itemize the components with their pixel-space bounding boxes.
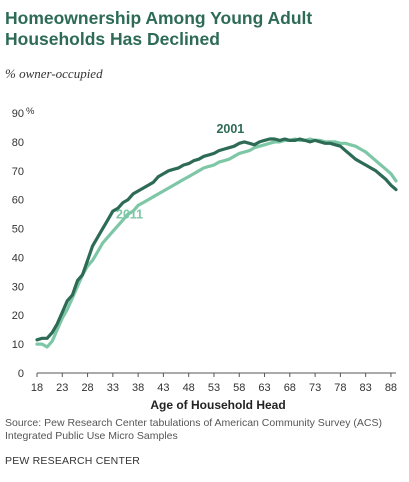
x-tick-label: 43 [157, 382, 169, 394]
y-tick-label: 20 [12, 310, 24, 322]
x-tick-label: 18 [31, 382, 43, 394]
chart-subtitle: % owner-occupied [5, 66, 103, 81]
x-tick-label: 83 [360, 382, 372, 394]
x-tick-label: 88 [385, 382, 397, 394]
y-tick-label: 50 [12, 224, 24, 236]
y-tick-label: 30 [12, 281, 24, 293]
y-tick-label: 70 [12, 166, 24, 178]
x-tick-label: 78 [334, 382, 346, 394]
y-tick-label: 10 [12, 339, 24, 351]
series-label-2011: 2011 [116, 207, 143, 221]
chart-series: 2001 2011 [35, 122, 398, 349]
series-line-2001 [35, 137, 398, 342]
x-tick-label: 68 [284, 382, 296, 394]
x-tick-label: 63 [258, 382, 270, 394]
x-tick-label: 38 [132, 382, 144, 394]
organization-name: PEW RESEARCH CENTER [5, 455, 141, 467]
x-tick-label: 58 [233, 382, 245, 394]
y-tick-label: 90 [12, 108, 24, 120]
y-tick-label: 60 [12, 195, 24, 207]
x-axis-label: Age of Household Head [150, 398, 285, 412]
source-note: Source: Pew Research Center tabulations … [5, 417, 382, 442]
y-tick-label: 40 [12, 252, 24, 264]
y-tick-label: 0 [18, 368, 24, 380]
y-unit-label: % [26, 106, 35, 117]
x-tick-label: 33 [107, 382, 119, 394]
x-tick-label: 48 [183, 382, 195, 394]
x-tick-label: 53 [208, 382, 220, 394]
chart-axes: 0 10 20 30 40 50 60 70 80 90 % 18 23 28 33 38 43 48 53 58 63… [12, 106, 397, 394]
series-label-2001: 2001 [216, 122, 244, 136]
series-line-2011 [35, 137, 398, 349]
x-tick-label: 23 [56, 382, 68, 394]
chart-title: Homeownership Among Young Adult Househol… [5, 8, 313, 49]
x-tick-label: 73 [309, 382, 321, 394]
y-tick-label: 80 [12, 137, 24, 149]
x-tick-label: 28 [81, 382, 93, 394]
